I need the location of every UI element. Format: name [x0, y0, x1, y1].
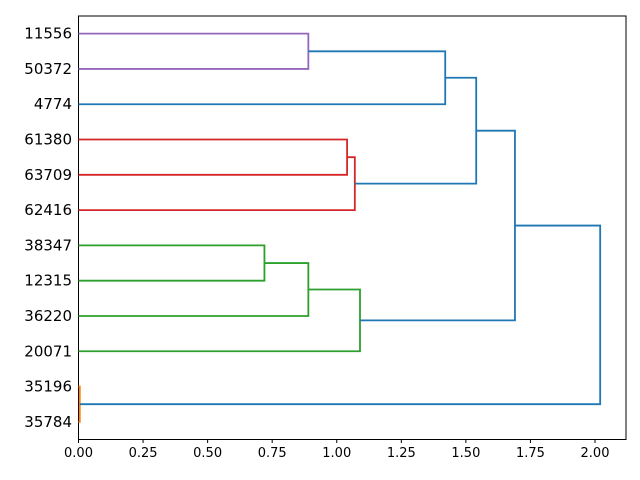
leaf-label: 61380 [24, 131, 72, 149]
x-tick-label: 0.00 [64, 446, 93, 461]
plot-frame [78, 15, 627, 440]
x-tick-label: 1.25 [387, 446, 416, 461]
dendrogram-link-green [78, 262, 310, 317]
x-tick-label: 0.50 [193, 446, 222, 461]
dendrogram-link-green [78, 288, 361, 353]
dendrogram-link-green [78, 244, 266, 282]
x-tick-label: 2.00 [581, 446, 610, 461]
x-tick-label: 0.25 [129, 446, 158, 461]
leaf-label: 36220 [24, 307, 72, 325]
x-tick-label: 1.00 [322, 446, 351, 461]
leaf-label: 11556 [24, 25, 72, 43]
leaf-label: 38347 [24, 236, 72, 254]
leaf-label: 20071 [24, 342, 72, 360]
dendrogram-link-purple [78, 32, 310, 70]
dendrogram-link-blue [359, 129, 516, 322]
leaf-label: 35784 [24, 413, 72, 431]
leaf-label: 35196 [24, 378, 72, 396]
x-tick-label: 1.50 [451, 446, 480, 461]
dendrogram-link-red [78, 138, 348, 176]
dendrogram-link-blue [354, 76, 478, 185]
leaf-label: 62416 [24, 201, 72, 219]
dendrogram-link-blue [78, 50, 447, 106]
dendrogram-link-blue [79, 224, 602, 406]
dendrogram-link-red [78, 156, 356, 212]
leaf-label: 63709 [24, 166, 72, 184]
x-tick-label: 0.75 [258, 446, 287, 461]
x-tick-label: 1.75 [516, 446, 545, 461]
leaf-label: 50372 [24, 60, 72, 78]
leaf-label: 12315 [24, 272, 72, 290]
leaf-label: 4774 [34, 95, 72, 113]
